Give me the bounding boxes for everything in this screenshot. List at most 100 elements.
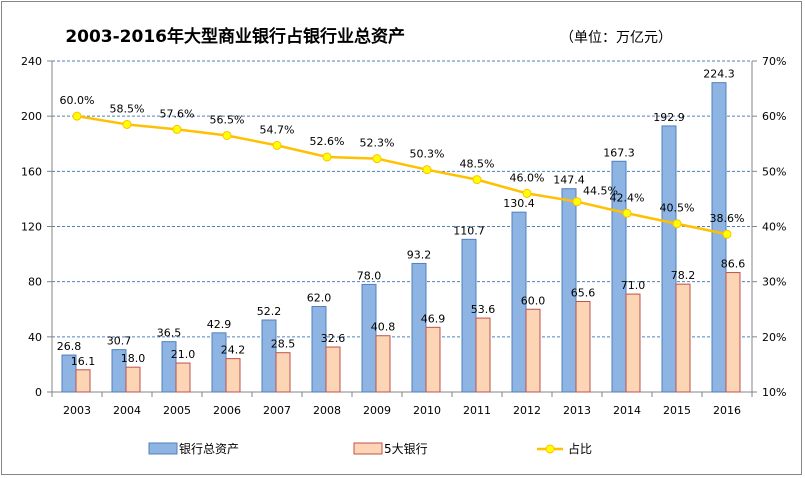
data-label: 52.6% bbox=[310, 135, 345, 148]
x-tick-label: 2016 bbox=[713, 404, 741, 417]
y2-tick-label: 10% bbox=[762, 386, 786, 399]
ratio-point bbox=[472, 175, 482, 185]
ratio-point bbox=[222, 130, 232, 140]
x-tick-label: 2015 bbox=[663, 404, 691, 417]
legend-swatch-big5 bbox=[353, 442, 383, 455]
x-tick-label: 2007 bbox=[263, 404, 291, 417]
data-label: 60.0% bbox=[60, 94, 95, 107]
bar-total-assets bbox=[511, 211, 527, 393]
bar-big5 bbox=[625, 293, 641, 393]
x-tick-label: 2013 bbox=[563, 404, 591, 417]
ratio-point bbox=[522, 188, 532, 198]
data-label: 71.0 bbox=[621, 279, 646, 292]
bar-big5 bbox=[425, 326, 441, 393]
data-label: 42.9 bbox=[207, 318, 232, 331]
data-label: 16.1 bbox=[71, 355, 96, 368]
legend-swatch-total-assets bbox=[148, 442, 178, 455]
y2-tick-label: 30% bbox=[762, 276, 786, 289]
data-label: 57.6% bbox=[160, 107, 195, 120]
ratio-point bbox=[272, 140, 282, 150]
data-label: 32.6 bbox=[321, 332, 346, 345]
data-label: 93.2 bbox=[407, 248, 432, 261]
data-label: 30.7 bbox=[107, 335, 132, 348]
ratio-point bbox=[422, 165, 432, 175]
ratio-point bbox=[722, 229, 732, 239]
bar-total-assets bbox=[411, 262, 427, 393]
data-label: 147.4 bbox=[553, 174, 585, 187]
data-label: 54.7% bbox=[260, 123, 295, 136]
x-tick-label: 2011 bbox=[463, 404, 491, 417]
data-label: 110.7 bbox=[453, 224, 485, 237]
x-tick-label: 2004 bbox=[113, 404, 141, 417]
data-label: 62.0 bbox=[307, 291, 332, 304]
data-label: 36.5 bbox=[157, 327, 182, 340]
bar-total-assets bbox=[311, 305, 327, 393]
bar-total-assets bbox=[561, 188, 577, 393]
bar-total-assets bbox=[661, 125, 677, 393]
ratio-point bbox=[572, 197, 582, 207]
data-label: 56.5% bbox=[210, 113, 245, 126]
y-tick-label: 80 bbox=[28, 276, 42, 289]
data-label: 86.6 bbox=[721, 258, 746, 271]
data-label: 53.6 bbox=[471, 303, 496, 316]
data-label: 65.6 bbox=[571, 287, 596, 300]
y2-tick-label: 60% bbox=[762, 110, 786, 123]
data-label: 44.5% bbox=[583, 185, 618, 198]
bar-big5 bbox=[125, 366, 141, 393]
data-label: 46.0% bbox=[510, 171, 545, 184]
ratio-point bbox=[672, 219, 682, 229]
x-tick-label: 2012 bbox=[513, 404, 541, 417]
data-label: 40.8 bbox=[371, 321, 396, 334]
bar-big5 bbox=[725, 272, 741, 393]
legend-label: 占比 bbox=[568, 441, 592, 456]
ratio-point bbox=[122, 119, 132, 129]
bar-total-assets bbox=[211, 332, 227, 393]
data-label: 46.9 bbox=[421, 312, 446, 325]
y2-tick-label: 20% bbox=[762, 331, 786, 344]
legend-label: 银行总资产 bbox=[179, 442, 239, 456]
x-tick-label: 2005 bbox=[163, 404, 191, 417]
ratio-point bbox=[72, 111, 82, 121]
y-tick-label: 200 bbox=[21, 110, 42, 123]
data-label: 78.0 bbox=[357, 269, 382, 282]
bar-big5 bbox=[375, 335, 391, 393]
bar-big5 bbox=[675, 283, 691, 393]
ratio-point bbox=[172, 124, 182, 134]
data-label: 50.3% bbox=[410, 148, 445, 161]
x-tick-label: 2009 bbox=[363, 404, 391, 417]
ratio-point bbox=[322, 152, 332, 162]
x-tick-label: 2014 bbox=[613, 404, 641, 417]
bar-big5 bbox=[325, 346, 341, 393]
data-label: 24.2 bbox=[221, 344, 246, 357]
bar-total-assets bbox=[611, 160, 627, 393]
y-tick-label: 240 bbox=[21, 55, 42, 68]
data-label: 167.3 bbox=[603, 146, 635, 159]
y-tick-label: 120 bbox=[21, 221, 42, 234]
legend-marker-ratio bbox=[545, 444, 555, 454]
data-label: 58.5% bbox=[110, 102, 145, 115]
data-label: 42.4% bbox=[610, 191, 645, 204]
y-tick-label: 40 bbox=[28, 331, 42, 344]
ratio-point bbox=[622, 208, 632, 218]
data-label: 26.8 bbox=[57, 340, 82, 353]
chart-subtitle: （单位：万亿元） bbox=[560, 30, 672, 46]
y2-tick-label: 70% bbox=[762, 55, 786, 68]
bar-total-assets bbox=[461, 238, 477, 393]
data-label: 130.4 bbox=[503, 197, 535, 210]
bar-big5 bbox=[175, 362, 191, 393]
data-label: 224.3 bbox=[703, 68, 735, 81]
chart-title: 2003-2016年大型商业银行占银行业总资产 bbox=[65, 26, 405, 47]
data-label: 192.9 bbox=[653, 111, 685, 124]
x-tick-label: 2003 bbox=[63, 404, 91, 417]
data-label: 28.5 bbox=[271, 338, 296, 351]
data-label: 18.0 bbox=[121, 352, 146, 365]
y2-tick-label: 50% bbox=[762, 165, 786, 178]
x-tick-label: 2010 bbox=[413, 404, 441, 417]
ratio-line bbox=[76, 114, 728, 236]
bar-big5 bbox=[75, 369, 91, 393]
data-label: 78.2 bbox=[671, 269, 696, 282]
bar-total-assets bbox=[261, 319, 277, 393]
data-label: 21.0 bbox=[171, 348, 196, 361]
